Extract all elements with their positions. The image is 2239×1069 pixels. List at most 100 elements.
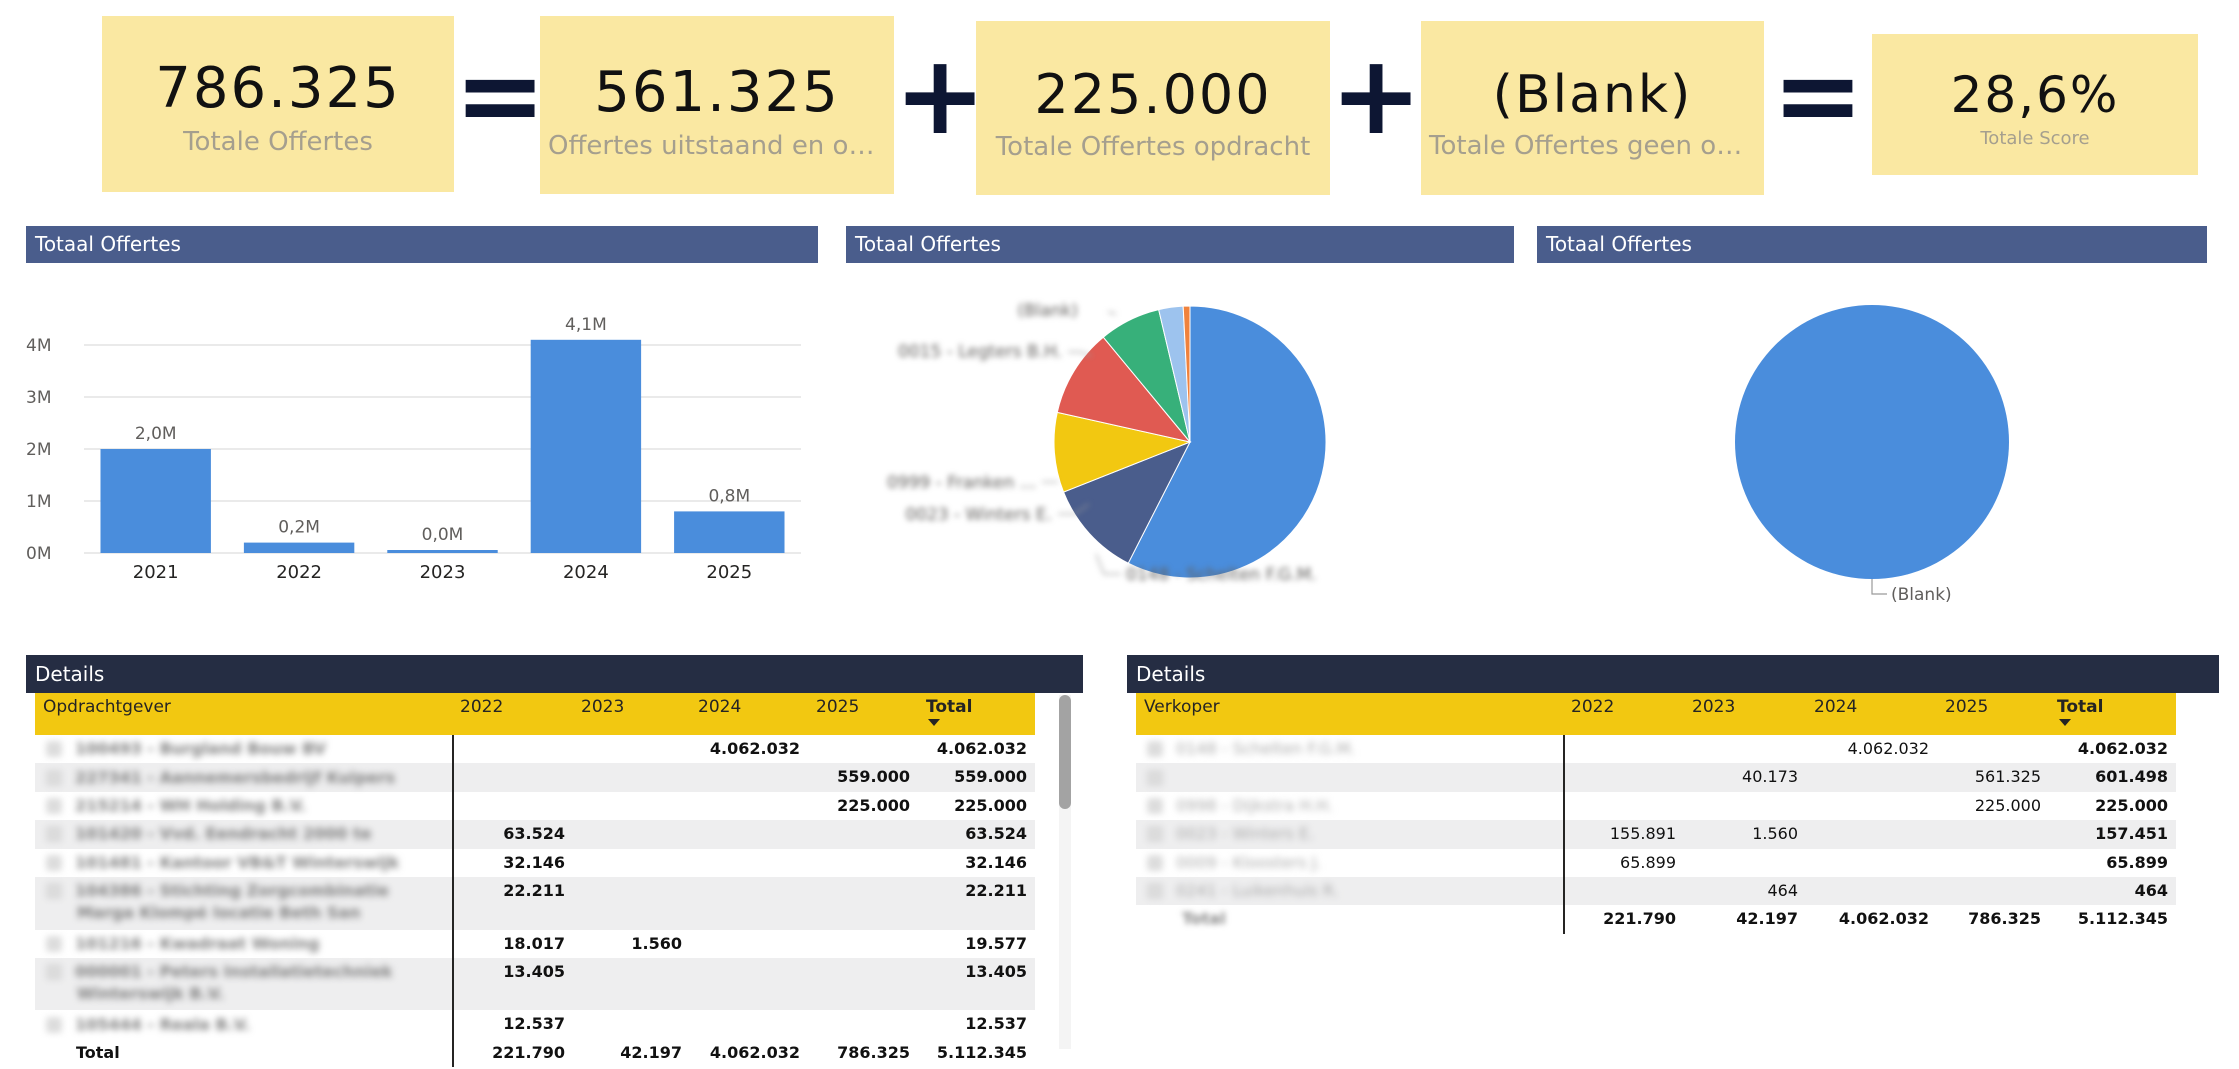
- expand-icon[interactable]: [47, 884, 61, 899]
- cell-c2023: 1.560: [1752, 824, 1798, 844]
- pie-chart-header: Totaal Offertes: [846, 226, 1514, 263]
- table-row[interactable]: 0148 - Schelten F.G.M. 4.062.032 4.062.032: [1136, 735, 2176, 763]
- bar-2025[interactable]: [674, 511, 785, 553]
- expand-icon[interactable]: [47, 936, 61, 951]
- expand-icon[interactable]: [47, 965, 61, 980]
- cell-total: 65.899: [2106, 852, 2168, 872]
- y-tick-label: 1M: [26, 492, 51, 512]
- kpi-label: Totale Offertes opdracht: [995, 132, 1311, 162]
- table-scrollbar-thumb[interactable]: [1059, 695, 1071, 809]
- kpi-offertes-opdracht[interactable]: 225.000 Totale Offertes opdracht: [976, 21, 1330, 195]
- column-header-2025[interactable]: 2025: [1945, 697, 1989, 717]
- column-header-2025[interactable]: 2025: [816, 697, 860, 717]
- column-header-2023[interactable]: 2023: [581, 697, 625, 717]
- table-row[interactable]: 105444 - Reala B.V. 12.537 12.537: [35, 1010, 1035, 1038]
- table-row[interactable]: 0241 - Luikenhuis R. 464 464: [1136, 877, 2176, 906]
- bar-data-label: 0,2M: [278, 518, 320, 538]
- pie-slice[interactable]: [1735, 305, 2009, 579]
- table-row[interactable]: 101420 - Vvd. Eendracht 2000 te 63.524 63.…: [35, 820, 1035, 849]
- expand-icon[interactable]: [1148, 742, 1162, 757]
- table-row[interactable]: 215214 - WH Holding B.V. 225.000 225.000: [35, 792, 1035, 820]
- row-label: 227341 - Aannemersbedrijf Kuipers: [35, 763, 452, 788]
- cell-c2022: 18.017: [503, 933, 565, 953]
- column-header-verkoper[interactable]: Verkoper: [1144, 697, 1220, 717]
- row-label: 0241 - Luikenhuis R.: [1136, 877, 1563, 902]
- pie-slice[interactable]: [1056, 336, 1192, 443]
- expand-icon[interactable]: [47, 1017, 61, 1032]
- bar-2023[interactable]: [387, 550, 498, 553]
- table-total-row[interactable]: Total 221.790 42.197 4.062.032 786.325 5.112.…: [1136, 905, 2176, 933]
- bar-data-label: 0,8M: [708, 486, 750, 506]
- bar-2022[interactable]: [243, 542, 355, 553]
- kpi-offertes-geen-opdracht[interactable]: (Blank) Totale Offertes geen op...: [1421, 21, 1764, 195]
- cell-c2022: 13.405: [503, 961, 565, 981]
- pie-leader-line: [1058, 503, 1090, 515]
- pie-slice-label: 0148 - Schelten F.G.M.: [1126, 565, 1317, 585]
- pie-chart-blank[interactable]: (Blank): [1537, 264, 2207, 604]
- cell-c2024: 4.062.032: [1838, 909, 1929, 929]
- column-header-total[interactable]: Total: [2049, 693, 2176, 735]
- sort-descending-icon[interactable]: [928, 719, 940, 726]
- expand-icon[interactable]: [1148, 798, 1162, 813]
- cell-c2025: 559.000: [837, 767, 910, 787]
- table-row[interactable]: 0009 - Kloosters J. 65.899 65.899: [1136, 849, 2176, 877]
- cell-total: 22.211: [965, 881, 1027, 900]
- pie-slice[interactable]: [1053, 411, 1192, 493]
- expand-icon[interactable]: [1148, 827, 1162, 842]
- column-header-2022[interactable]: 2022: [1571, 697, 1615, 717]
- expand-icon[interactable]: [1148, 884, 1162, 899]
- table-column-header-row: Opdrachtgever 2022 2023 2024 2025 Total: [35, 693, 1035, 735]
- y-tick-label: 4M: [26, 336, 51, 356]
- pie-chart-verkoper[interactable]: 0148 - Schelten F.G.M. 0023 - Winters E. 0…: [846, 264, 1514, 604]
- bar-2021[interactable]: [100, 449, 211, 553]
- pie-leader-line: [1095, 553, 1121, 575]
- kpi-label: Totale Offertes geen op...: [1429, 131, 1758, 161]
- table-row[interactable]: 100493 - Burgland Bouw BV 4.062.032 4.062.…: [35, 735, 1035, 763]
- table-row[interactable]: 227341 - Aannemersbedrijf Kuipers 559.000…: [35, 763, 1035, 792]
- table-row[interactable]: 101481 - Kantoor VB&T Winterswijk 32.146 3…: [35, 849, 1035, 877]
- cell-c2024: 4.062.032: [709, 1042, 800, 1062]
- expand-icon[interactable]: [47, 742, 61, 757]
- pie-slice[interactable]: [1062, 441, 1192, 564]
- bar-2024[interactable]: [530, 339, 642, 553]
- table-row[interactable]: 0023 - Winters E. 155.891 1.560 157.451: [1136, 820, 2176, 849]
- cell-c2024: 4.062.032: [1847, 739, 1929, 758]
- column-header-2022[interactable]: 2022: [460, 697, 504, 717]
- expand-icon[interactable]: [47, 798, 61, 813]
- table-row[interactable]: 000001 - Peters Installatietechniek Winte…: [35, 957, 1035, 1011]
- sort-descending-icon[interactable]: [2059, 719, 2071, 726]
- cell-c2022: 63.524: [503, 824, 565, 844]
- table-row[interactable]: 101216 - Kwadraat Woning 18.017 1.560 19.57…: [35, 930, 1035, 958]
- expand-icon[interactable]: [47, 855, 61, 870]
- kpi-totale-score[interactable]: 28,6% Totale Score: [1872, 34, 2198, 175]
- x-tick-label: 2022: [276, 562, 322, 583]
- kpi-offertes-uitstaand[interactable]: 561.325 Offertes uitstaand en ope...: [540, 16, 894, 194]
- cell-total: 5.112.345: [2077, 909, 2168, 929]
- expand-icon[interactable]: [47, 827, 61, 842]
- table-row[interactable]: 104386 - Stichting Zorgcombinatie Marga K…: [35, 877, 1035, 930]
- column-header-2024[interactable]: 2024: [698, 697, 742, 717]
- row-label-text: 0241 - Luikenhuis R.: [1176, 881, 1339, 901]
- kpi-totale-offertes[interactable]: 786.325 Totale Offertes: [102, 16, 454, 192]
- cell-c2023: 42.197: [1736, 909, 1798, 929]
- expand-icon[interactable]: [1148, 770, 1162, 785]
- row-label: 0023 - Winters E.: [1136, 820, 1563, 845]
- column-header-total[interactable]: Total: [918, 693, 1035, 735]
- pie-slice-label: 0999 - Franken ...: [887, 473, 1036, 493]
- table-total-row[interactable]: Total 221.790 42.197 4.062.032 786.325 5.112.…: [35, 1039, 1035, 1067]
- details-table-header: Details: [26, 655, 1083, 693]
- pie-slice[interactable]: [1182, 305, 1191, 443]
- bar-chart[interactable]: 0M 1M 2M 3M 4M 2,0M 2021 0,2M 2022 0,0M 2023 4,1M 20…: [26, 264, 818, 594]
- table-row[interactable]: 40.173 561.325 601.498: [1136, 763, 2176, 792]
- kpi-value: (Blank): [1492, 65, 1693, 125]
- table-row[interactable]: 0998 - Dijkstra H.H. 225.000 225.000: [1136, 792, 2176, 820]
- pie-slice[interactable]: [1127, 305, 1327, 579]
- x-tick-label: 2023: [420, 562, 466, 583]
- cell-total: 32.146: [965, 852, 1027, 872]
- column-header-opdrachtgever[interactable]: Opdrachtgever: [43, 697, 171, 717]
- column-header-2024[interactable]: 2024: [1814, 697, 1858, 717]
- expand-icon[interactable]: [1148, 855, 1162, 870]
- cell-total: 559.000: [954, 767, 1027, 787]
- column-header-2023[interactable]: 2023: [1692, 697, 1736, 717]
- expand-icon[interactable]: [47, 770, 61, 785]
